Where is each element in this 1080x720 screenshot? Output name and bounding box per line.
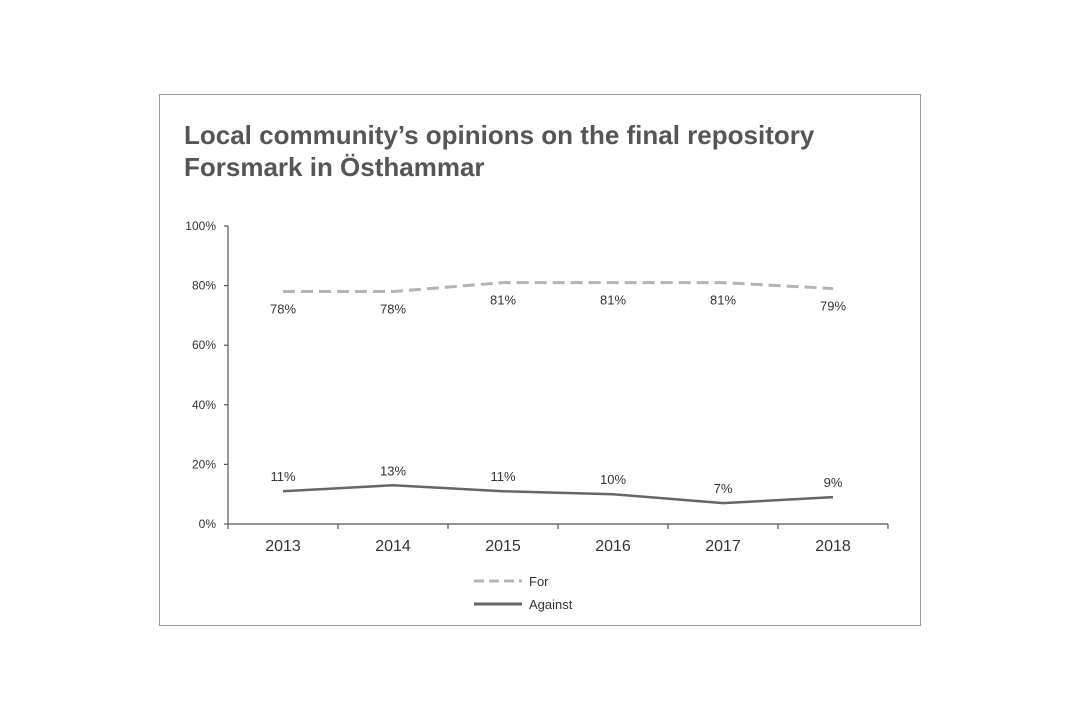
- y-tick-label: 20%: [192, 457, 216, 471]
- series-line-against: [282, 484, 834, 505]
- data-label-for: 79%: [820, 299, 846, 314]
- chart-axes: 0% 20% 40% 60% 80% 100% 2013 2014 2015 2016 2017 20…: [185, 219, 889, 555]
- chart-legend: For Against: [474, 574, 573, 612]
- data-label-for: 81%: [490, 293, 516, 308]
- chart-series: [282, 281, 834, 505]
- x-tick-label: 2015: [485, 538, 521, 555]
- data-label-against: 11%: [270, 469, 295, 484]
- data-label-against: 7%: [714, 481, 733, 496]
- x-tick-label: 2013: [265, 538, 301, 555]
- y-tick-label: 80%: [192, 279, 216, 293]
- chart-frame: [159, 94, 921, 626]
- legend-label-for: For: [529, 574, 549, 589]
- chart-title-line-1: Local community’s opinions on the final …: [184, 120, 815, 150]
- chart-title-line-2: Forsmark in Östhammar: [184, 152, 485, 182]
- data-label-against: 11%: [490, 469, 515, 484]
- data-label-for: 78%: [270, 302, 296, 317]
- data-label-against: 13%: [380, 463, 406, 478]
- data-label-against: 10%: [600, 472, 626, 487]
- y-tick-label: 0%: [199, 517, 217, 531]
- x-tick-label: 2014: [375, 538, 411, 555]
- x-tick-label: 2016: [595, 538, 631, 555]
- data-label-for: 81%: [710, 293, 736, 308]
- legend-label-against: Against: [529, 597, 573, 612]
- data-labels: 78% 78% 81% 81% 81% 79% 11% 13% 11% 10% 7% 9%: [270, 293, 846, 497]
- chart-title: Local community’s opinions on the final …: [184, 119, 884, 183]
- x-tick-label: 2017: [705, 538, 741, 555]
- y-tick-label: 60%: [192, 338, 216, 352]
- data-label-against: 9%: [824, 475, 843, 490]
- y-tick-label: 100%: [185, 219, 216, 233]
- data-label-for: 81%: [600, 293, 626, 308]
- y-tick-label: 40%: [192, 398, 216, 412]
- data-label-for: 78%: [380, 302, 406, 317]
- x-tick-label: 2018: [815, 538, 851, 555]
- series-line-for: [283, 281, 834, 294]
